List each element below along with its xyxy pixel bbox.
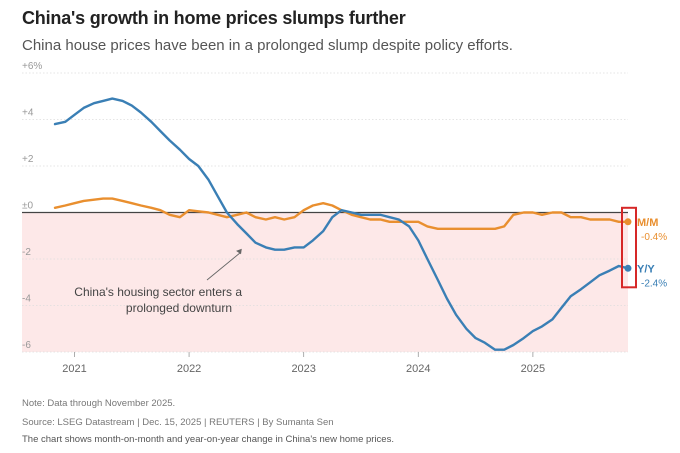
y-tick-label: ±0 [22,201,33,212]
series-end-value-yy: -2.4% [641,278,667,289]
y-tick-label: +6% [22,61,42,72]
x-tick-label: 2022 [177,363,201,375]
latest-reading-highlight-box [621,206,637,289]
chart-note: Note: Data through November 2025. [22,398,176,409]
page-subtitle: China house prices have been in a prolon… [22,37,513,54]
chart-description: The chart shows month-on-month and year-… [22,434,394,445]
series-label-yy: Y/Y [637,263,655,275]
annotation-arrow-head [236,248,242,255]
series-line-yy [53,97,630,351]
y-tick-label: +4 [22,108,34,119]
y-tick-label: -2 [22,247,31,258]
y-tick-label: -4 [22,294,31,305]
annotation-text-line1: China's housing sector enters a [74,285,242,299]
end-point-yy [624,264,632,272]
series-label-mm: M/M [637,217,658,229]
negative-zone-band [22,212,628,352]
annotation-arrow-line [206,252,241,281]
chart-source: Source: LSEG Datastream | Dec. 15, 2025 … [22,417,334,428]
end-point-mm [624,218,632,226]
page-title: China's growth in home prices slumps fur… [22,8,406,28]
y-tick-label: +2 [22,154,34,165]
x-tick-label: 2021 [62,363,86,375]
series-end-value-mm: -0.4% [641,232,667,243]
y-tick-label: -6 [22,340,31,351]
annotation-text-line2: prolonged downturn [126,301,232,315]
x-tick-label: 2023 [291,363,315,375]
x-tick-label: 2024 [406,363,430,375]
x-tick-label: 2025 [521,363,545,375]
